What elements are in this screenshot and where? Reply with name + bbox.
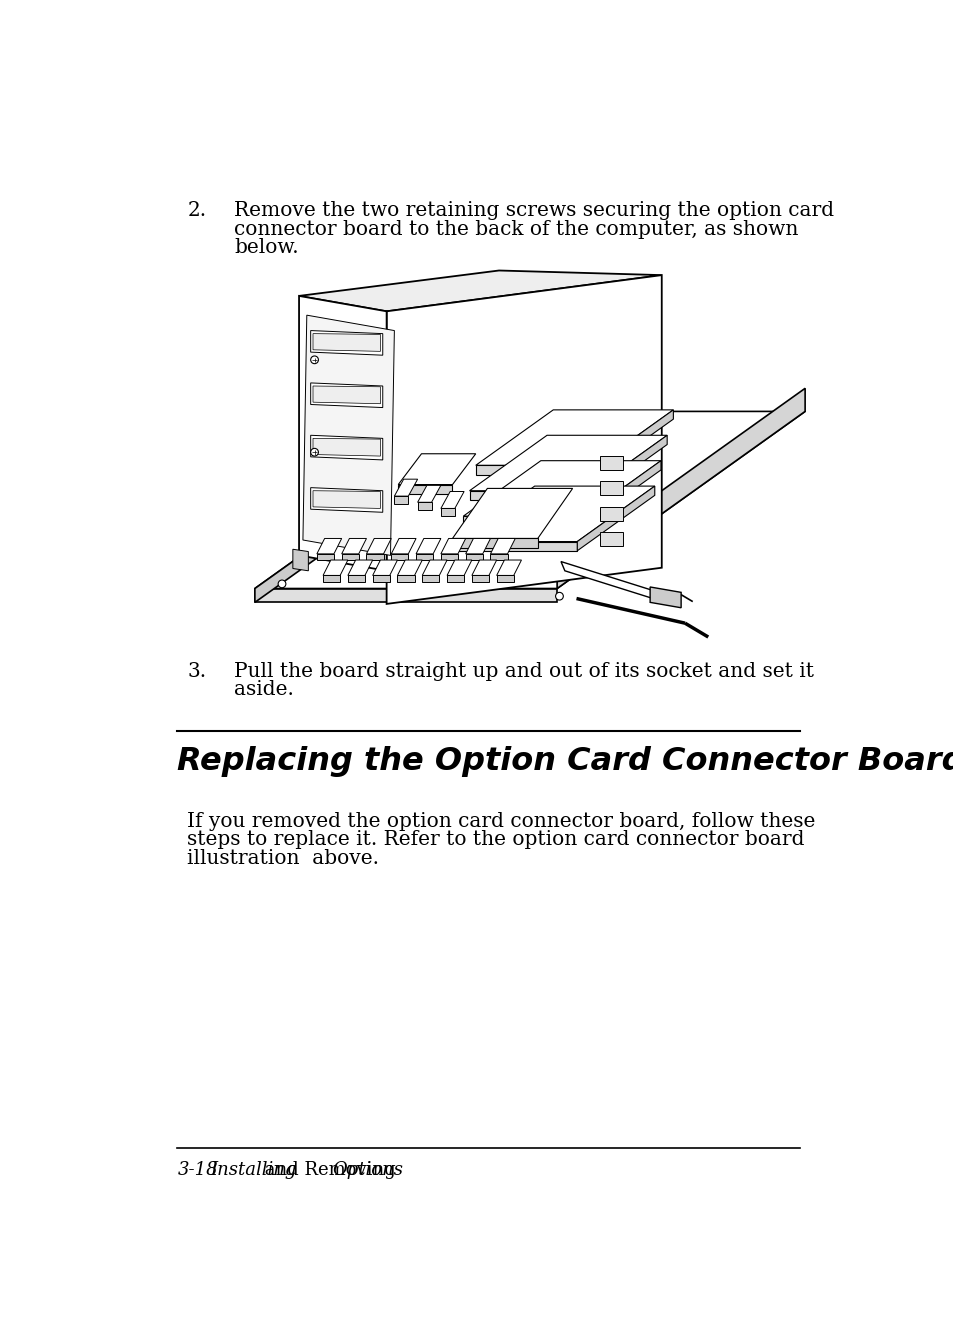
Polygon shape bbox=[254, 588, 557, 603]
Polygon shape bbox=[316, 539, 341, 553]
Polygon shape bbox=[397, 575, 415, 582]
Polygon shape bbox=[599, 457, 622, 470]
Polygon shape bbox=[373, 560, 397, 575]
Polygon shape bbox=[397, 560, 422, 575]
Circle shape bbox=[555, 592, 562, 600]
Polygon shape bbox=[298, 270, 661, 312]
Polygon shape bbox=[348, 560, 373, 575]
Polygon shape bbox=[465, 553, 482, 560]
Text: Options: Options bbox=[332, 1160, 403, 1179]
Polygon shape bbox=[394, 496, 408, 504]
Polygon shape bbox=[341, 539, 366, 553]
Polygon shape bbox=[391, 553, 408, 560]
Polygon shape bbox=[599, 506, 622, 521]
Polygon shape bbox=[298, 295, 386, 571]
Polygon shape bbox=[422, 560, 447, 575]
Polygon shape bbox=[456, 541, 577, 551]
Text: below.: below. bbox=[233, 238, 298, 257]
Polygon shape bbox=[341, 553, 358, 560]
Polygon shape bbox=[311, 330, 382, 355]
Polygon shape bbox=[416, 553, 433, 560]
Polygon shape bbox=[589, 435, 666, 500]
Polygon shape bbox=[447, 575, 464, 582]
Polygon shape bbox=[557, 388, 804, 588]
Polygon shape bbox=[422, 575, 439, 582]
Text: If you removed the option card connector board, follow these: If you removed the option card connector… bbox=[187, 811, 815, 831]
Circle shape bbox=[311, 356, 318, 364]
Polygon shape bbox=[447, 560, 472, 575]
Polygon shape bbox=[469, 435, 666, 490]
Text: steps to replace it. Refer to the option card connector board: steps to replace it. Refer to the option… bbox=[187, 830, 804, 849]
Polygon shape bbox=[394, 479, 417, 496]
Circle shape bbox=[311, 449, 318, 457]
Polygon shape bbox=[417, 485, 440, 502]
Polygon shape bbox=[313, 490, 380, 509]
Polygon shape bbox=[472, 575, 488, 582]
Polygon shape bbox=[452, 489, 572, 539]
Text: illustration  above.: illustration above. bbox=[187, 849, 379, 868]
Polygon shape bbox=[452, 539, 537, 548]
Polygon shape bbox=[560, 561, 658, 600]
Polygon shape bbox=[293, 549, 308, 571]
Polygon shape bbox=[490, 539, 515, 553]
Polygon shape bbox=[599, 482, 622, 496]
Polygon shape bbox=[397, 454, 476, 485]
Polygon shape bbox=[472, 560, 497, 575]
Polygon shape bbox=[386, 275, 661, 604]
Polygon shape bbox=[366, 539, 391, 553]
Polygon shape bbox=[497, 575, 513, 582]
Polygon shape bbox=[254, 411, 502, 603]
Text: Replacing the Option Card Connector Board: Replacing the Option Card Connector Boar… bbox=[177, 747, 953, 778]
Polygon shape bbox=[316, 553, 334, 560]
Polygon shape bbox=[416, 539, 440, 553]
Polygon shape bbox=[323, 575, 340, 582]
Polygon shape bbox=[254, 411, 804, 588]
Text: 3-18: 3-18 bbox=[177, 1160, 218, 1179]
Polygon shape bbox=[583, 461, 660, 525]
Text: and Removing: and Removing bbox=[258, 1160, 401, 1179]
Polygon shape bbox=[348, 575, 365, 582]
Polygon shape bbox=[440, 553, 457, 560]
Polygon shape bbox=[476, 465, 596, 474]
Polygon shape bbox=[456, 486, 654, 541]
Polygon shape bbox=[323, 560, 348, 575]
Polygon shape bbox=[397, 485, 452, 494]
Polygon shape bbox=[313, 385, 380, 404]
Text: Remove the two retaining screws securing the option card: Remove the two retaining screws securing… bbox=[233, 201, 833, 220]
Polygon shape bbox=[577, 486, 654, 551]
Text: aside.: aside. bbox=[233, 680, 294, 700]
Polygon shape bbox=[490, 553, 507, 560]
Polygon shape bbox=[465, 539, 490, 553]
Polygon shape bbox=[440, 492, 464, 509]
Polygon shape bbox=[599, 532, 622, 547]
Polygon shape bbox=[366, 553, 383, 560]
Polygon shape bbox=[463, 461, 660, 516]
Polygon shape bbox=[463, 516, 583, 525]
Polygon shape bbox=[596, 410, 673, 474]
Polygon shape bbox=[311, 435, 382, 459]
Polygon shape bbox=[311, 383, 382, 407]
Polygon shape bbox=[417, 502, 431, 510]
Polygon shape bbox=[313, 438, 380, 457]
Polygon shape bbox=[476, 410, 673, 465]
Polygon shape bbox=[391, 539, 416, 553]
Polygon shape bbox=[469, 490, 589, 500]
Text: connector board to the back of the computer, as shown: connector board to the back of the compu… bbox=[233, 220, 798, 239]
Polygon shape bbox=[313, 333, 380, 352]
Polygon shape bbox=[303, 316, 394, 556]
Text: 3.: 3. bbox=[187, 662, 207, 681]
Polygon shape bbox=[311, 488, 382, 512]
Polygon shape bbox=[373, 575, 390, 582]
Text: Pull the board straight up and out of its socket and set it: Pull the board straight up and out of it… bbox=[233, 662, 813, 681]
Text: 2.: 2. bbox=[187, 201, 207, 220]
Circle shape bbox=[278, 580, 286, 588]
Polygon shape bbox=[440, 509, 455, 516]
Polygon shape bbox=[497, 560, 521, 575]
Polygon shape bbox=[649, 587, 680, 608]
Text: Installing: Installing bbox=[211, 1160, 296, 1179]
Polygon shape bbox=[440, 539, 465, 553]
